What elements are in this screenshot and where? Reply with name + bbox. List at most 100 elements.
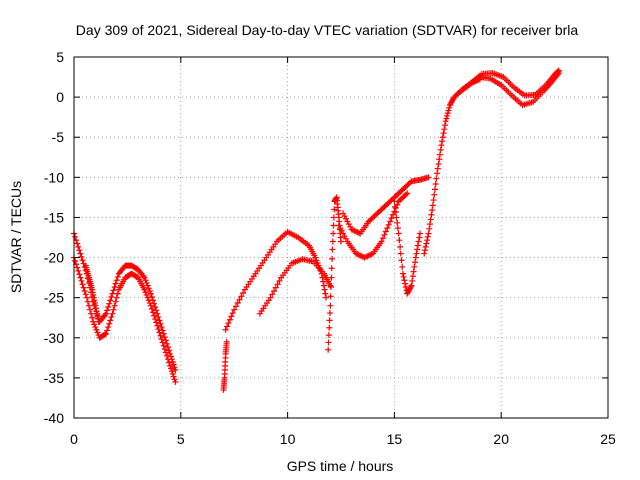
- data-point-marker: [312, 254, 319, 261]
- data-point-marker: [154, 310, 161, 317]
- y-tick-label: -15: [44, 209, 64, 225]
- data-point-marker: [143, 279, 150, 286]
- data-point-marker: [168, 353, 175, 360]
- y-tick-label: 0: [56, 89, 64, 105]
- data-point-marker: [425, 174, 432, 181]
- data-point-marker: [89, 314, 96, 321]
- data-point-marker: [327, 302, 334, 309]
- data-point-marker: [431, 191, 438, 198]
- data-point-marker: [87, 306, 94, 313]
- data-point-marker: [80, 284, 87, 291]
- data-point-marker: [392, 203, 399, 210]
- data-point-marker: [410, 268, 417, 275]
- data-point-marker: [396, 237, 403, 244]
- data-point-marker: [428, 211, 435, 218]
- data-point-marker: [438, 142, 445, 149]
- data-point-marker: [431, 186, 438, 193]
- data-point-marker: [331, 206, 338, 213]
- data-point-marker: [154, 322, 161, 329]
- data-point-marker: [393, 214, 400, 221]
- data-point-marker: [148, 293, 155, 300]
- data-point-marker: [328, 265, 335, 272]
- data-point-marker: [440, 130, 447, 137]
- data-point-marker: [168, 365, 175, 372]
- data-point-marker: [110, 306, 117, 313]
- data-point-marker: [90, 318, 97, 325]
- data-point-marker: [320, 282, 327, 289]
- data-point-marker: [79, 257, 86, 264]
- data-point-marker: [166, 359, 173, 366]
- data-point-marker: [323, 294, 330, 301]
- data-point-marker: [276, 277, 283, 284]
- data-point-marker: [81, 287, 88, 294]
- data-point-marker: [170, 361, 177, 368]
- data-point-marker: [326, 324, 333, 331]
- data-point-marker: [401, 277, 408, 284]
- data-point-marker: [148, 306, 155, 313]
- data-point-marker: [168, 356, 175, 363]
- data-point-marker: [236, 296, 243, 303]
- data-point-marker: [163, 340, 170, 347]
- data-point-marker: [103, 330, 110, 337]
- y-tick-label: -25: [44, 290, 64, 306]
- data-point-marker: [411, 263, 418, 270]
- data-point-marker: [442, 118, 449, 125]
- data-point-marker: [240, 289, 247, 296]
- data-point-marker: [74, 264, 81, 271]
- data-point-marker: [157, 332, 164, 339]
- data-point-marker: [107, 297, 114, 304]
- data-point-marker: [84, 298, 91, 305]
- data-point-marker: [77, 250, 84, 257]
- data-point-marker: [422, 247, 429, 254]
- data-point-marker: [151, 300, 158, 307]
- data-point-marker: [399, 270, 406, 277]
- data-point-marker: [171, 364, 178, 371]
- data-point-marker: [434, 165, 441, 172]
- data-point-marker: [394, 225, 401, 232]
- data-point-marker: [397, 250, 404, 257]
- data-point-marker: [141, 274, 148, 281]
- data-point-marker: [389, 211, 396, 218]
- data-point-marker: [142, 277, 149, 284]
- x-tick-label: 20: [493, 431, 509, 447]
- data-point-marker: [378, 238, 385, 245]
- data-point-marker: [325, 332, 332, 339]
- data-point-marker: [75, 267, 82, 274]
- data-point-marker: [325, 339, 332, 346]
- data-point-marker: [158, 336, 165, 343]
- data-point-marker: [155, 314, 162, 321]
- data-point-marker: [167, 362, 174, 369]
- data-point-marker: [105, 324, 112, 331]
- data-point-marker: [111, 302, 118, 309]
- data-point-marker: [330, 222, 337, 229]
- data-point-marker: [110, 287, 117, 294]
- data-point-marker: [106, 320, 113, 327]
- data-point-marker: [444, 112, 451, 119]
- data-point-marker: [555, 68, 562, 75]
- data-point-marker: [77, 274, 84, 281]
- data-point-marker: [225, 320, 232, 327]
- data-point-marker: [430, 197, 437, 204]
- data-point-marker: [435, 160, 442, 167]
- data-point-marker: [381, 231, 388, 238]
- data-point-marker: [147, 302, 154, 309]
- data-point-marker: [555, 67, 562, 74]
- data-point-marker: [408, 282, 415, 289]
- data-point-marker: [159, 327, 166, 334]
- data-point-marker: [160, 342, 167, 349]
- grid-layer: [74, 57, 608, 418]
- x-axis-label: GPS time / hours: [287, 458, 394, 474]
- data-point-marker: [151, 312, 158, 319]
- data-point-marker: [425, 230, 432, 237]
- data-point-marker: [422, 243, 429, 250]
- data-point-marker: [380, 235, 387, 242]
- data-point-marker: [75, 243, 82, 250]
- data-point-marker: [439, 138, 446, 145]
- data-point-marker: [231, 306, 238, 313]
- data-point-marker: [395, 230, 402, 237]
- series-arc-c-up: [340, 174, 432, 237]
- series-spike-c: [325, 194, 344, 353]
- data-point-marker: [274, 281, 281, 288]
- data-point-marker: [409, 277, 416, 284]
- data-point-marker: [269, 291, 276, 298]
